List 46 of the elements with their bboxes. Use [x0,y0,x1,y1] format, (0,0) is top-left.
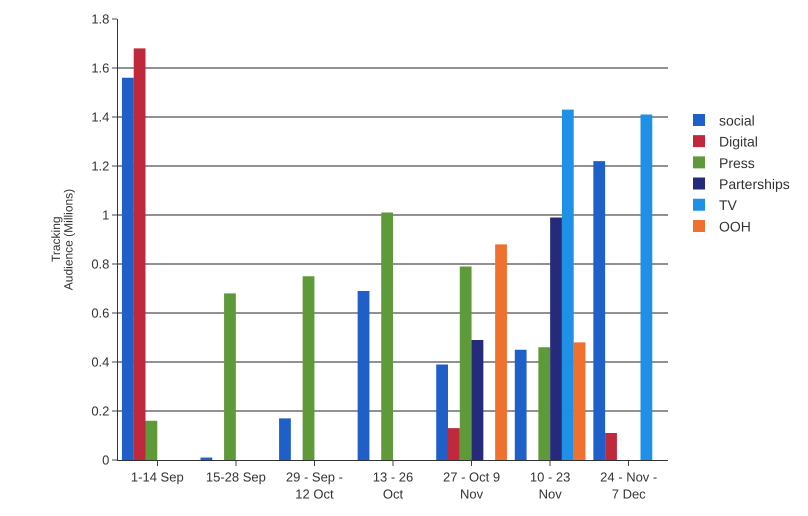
bar [436,364,448,460]
legend-label: Press [719,154,755,171]
y-tick-label: 0.8 [91,256,110,272]
y-tick-label: 0.2 [91,404,110,419]
bar [381,212,393,460]
bar [593,161,606,460]
y-tick-label: 0 [102,452,110,468]
bar [605,433,617,460]
y-tick-label: 1.2 [91,158,110,174]
y-tick-label: 1 [102,208,110,223]
text: Tracking [49,216,63,262]
bar [550,217,562,460]
x-tick-label: 1-14 Sep [130,470,184,485]
bar [224,293,236,460]
bar [448,428,460,460]
bar [460,266,472,460]
bar [640,114,652,460]
legend-label: Parterships [719,176,790,192]
x-tick-label: 10 - 23 Nov [530,470,570,502]
bar [134,48,146,460]
y-tick-label: 1.8 [91,12,110,27]
bar [279,418,291,460]
bar [538,347,550,460]
legend-label: social [719,112,755,128]
bar [574,342,586,460]
x-tick-label: 15-28 Sep [206,470,266,485]
x-tick-label: 24 - Nov - 7 Dec [600,470,658,502]
y-tick-label: 1.6 [91,60,110,76]
y-tick-label: 0.6 [91,306,110,321]
legend-label: OOH [719,218,751,234]
x-tick-label: 13 - 26 Oct [372,470,414,502]
bar [495,244,507,460]
y-tick-label: 1.4 [91,110,110,125]
bar [122,78,134,460]
bar [514,350,527,460]
legend-label: TV [719,197,738,214]
legend-label: Digital [719,134,758,150]
bar [146,420,158,460]
bar [472,340,484,460]
x-tick-label: 27 - Oct 9 Nov [443,470,500,502]
x-tick-label: 29 - Sep - 12 Oct [286,470,343,502]
bar [562,110,574,460]
y-axis-title: Audience (Millions) [62,188,76,290]
bar [302,276,314,460]
y-tick-label: 0.4 [91,354,110,370]
bar [358,290,370,460]
